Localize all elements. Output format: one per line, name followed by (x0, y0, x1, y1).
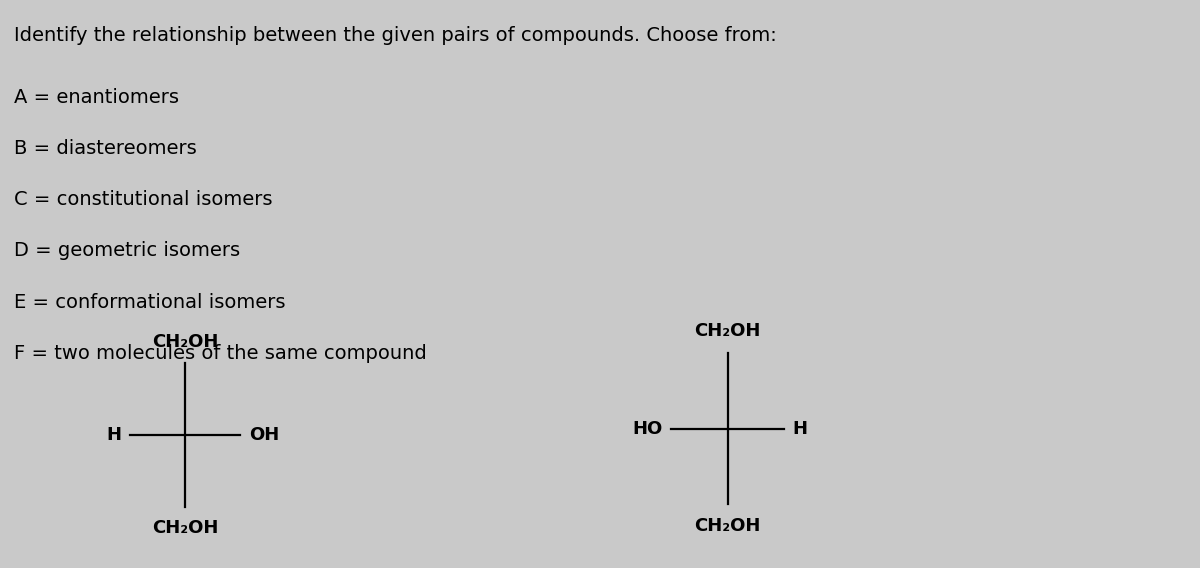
Text: F = two molecules of the same compound: F = two molecules of the same compound (14, 344, 427, 362)
Text: OH: OH (248, 426, 280, 444)
Text: E = conformational isomers: E = conformational isomers (14, 293, 286, 311)
Text: B = diastereomers: B = diastereomers (14, 139, 197, 158)
Text: CH₂OH: CH₂OH (695, 517, 761, 535)
Text: H: H (793, 420, 808, 437)
Text: Identify the relationship between the given pairs of compounds. Choose from:: Identify the relationship between the gi… (14, 26, 778, 44)
Text: D = geometric isomers: D = geometric isomers (14, 241, 240, 260)
Text: H: H (106, 426, 121, 444)
Text: CH₂OH: CH₂OH (152, 519, 218, 537)
Text: CH₂OH: CH₂OH (152, 333, 218, 351)
Text: A = enantiomers: A = enantiomers (14, 88, 180, 107)
Text: C = constitutional isomers: C = constitutional isomers (14, 190, 272, 209)
Text: CH₂OH: CH₂OH (695, 322, 761, 340)
Text: HO: HO (632, 420, 662, 437)
